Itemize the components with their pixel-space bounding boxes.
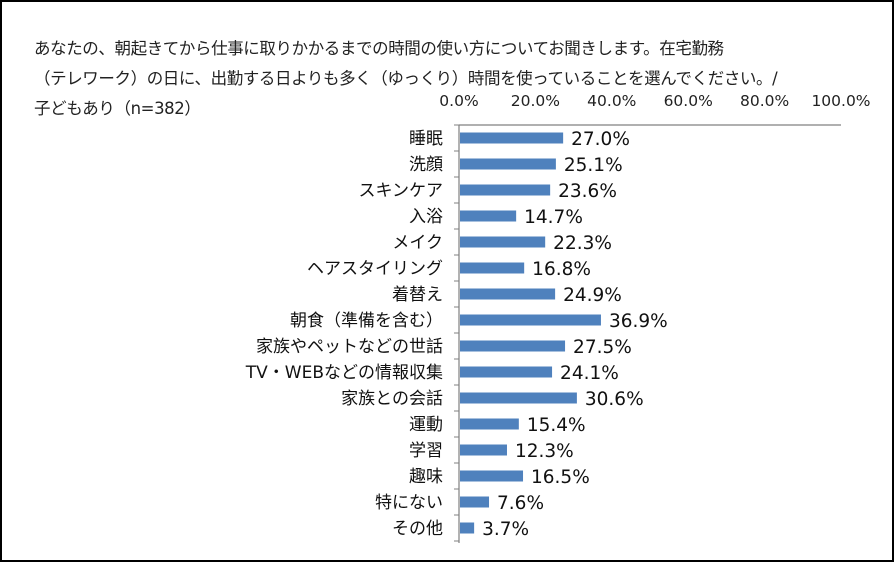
bar [460,497,489,508]
bar [460,393,577,404]
bar [460,419,519,430]
category-label: 洗顔 [409,155,443,175]
bar [460,315,601,326]
category-label: 家族やペットなどの世話 [256,337,443,357]
category-label: メイク [392,233,443,253]
bar [460,237,545,248]
bar [460,133,563,144]
data-label: 27.0% [571,129,630,150]
category-label: その他 [392,519,443,539]
x-tick-label: 80.0% [740,92,789,110]
data-label: 24.9% [563,285,622,306]
category-label: TV・WEBなどの情報収集 [245,363,443,383]
x-tick-label: 60.0% [664,92,713,110]
bar [460,471,523,482]
category-label: ヘアスタイリング [307,259,443,279]
bar [460,211,516,222]
bar [460,185,550,196]
x-tick-label: 100.0% [811,92,870,110]
bar [460,523,474,534]
data-label: 16.5% [531,467,590,488]
x-tick-label: 40.0% [587,92,636,110]
data-label: 25.1% [564,155,623,176]
category-label: 学習 [409,441,443,461]
bar [460,445,507,456]
bar [460,263,524,274]
data-label: 3.7% [482,519,529,540]
data-label: 15.4% [527,415,586,436]
category-label: 入浴 [409,207,443,227]
data-label: 30.6% [585,389,644,410]
data-label: 24.1% [560,363,619,384]
data-label: 27.5% [573,337,632,358]
category-label: 趣味 [409,467,443,487]
category-label: 特にない [375,493,443,513]
category-label: 家族との会話 [341,389,443,409]
category-label: 朝食（準備を含む） [290,311,443,331]
bar [460,341,565,352]
bar [460,367,552,378]
bar [460,289,555,300]
data-label: 22.3% [553,233,612,254]
x-tick-label: 0.0% [439,92,478,110]
data-label: 23.6% [558,181,617,202]
data-label: 12.3% [515,441,574,462]
bar-chart: 0.0% 20.0% 40.0% 60.0% 80.0% 100.0% 睡眠 27.0% 洗顔 2… [0,0,894,562]
category-label: 睡眠 [409,129,443,149]
category-label: 運動 [409,415,443,435]
data-label: 36.9% [609,311,668,332]
category-label: スキンケア [359,181,444,201]
category-label: 着替え [392,285,443,305]
bar [460,159,556,170]
x-tick-label: 20.0% [511,92,560,110]
data-label: 7.6% [497,493,544,514]
data-label: 16.8% [532,259,591,280]
data-label: 14.7% [524,207,583,228]
